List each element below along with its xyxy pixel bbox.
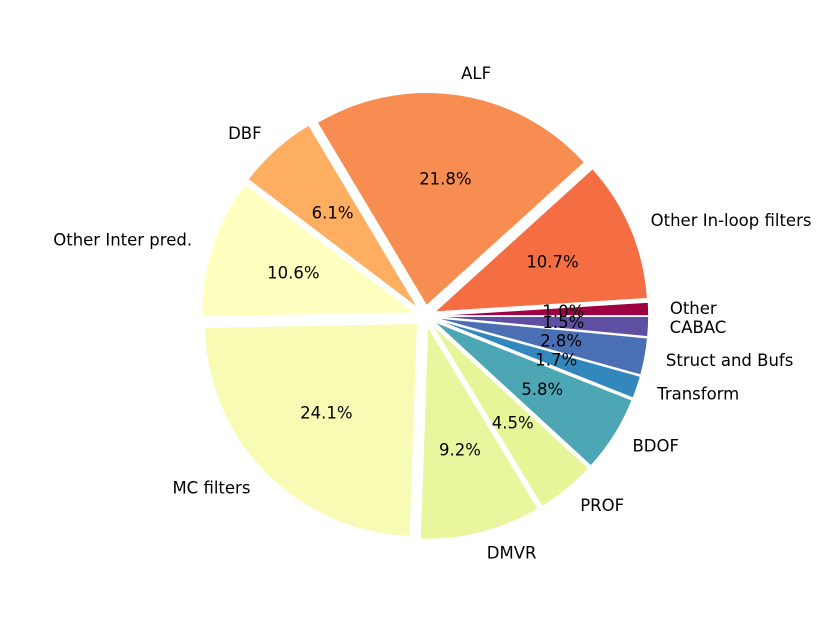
- category-label-struct-and-bufs: Struct and Bufs: [666, 351, 793, 370]
- percent-label-other: 1.0%: [542, 302, 584, 321]
- category-label-prof: PROF: [580, 496, 624, 515]
- percent-label-other-inter-pred: 10.6%: [267, 264, 319, 283]
- pie-slice-prof: [431, 323, 590, 508]
- category-label-transform: Transform: [656, 385, 739, 404]
- pie-slice-mc-filters: [203, 322, 418, 537]
- percent-label-bdof: 5.8%: [521, 380, 563, 399]
- percent-label-alf: 21.8%: [419, 170, 471, 189]
- percent-label-transform: 1.7%: [535, 351, 577, 370]
- category-label-alf: ALF: [461, 64, 491, 83]
- percent-label-struct-and-bufs: 2.8%: [540, 332, 582, 351]
- pie-slice-dmvr: [419, 324, 539, 540]
- pie-slice-other-inter-pred: [201, 183, 417, 318]
- category-label-bdof: BDOF: [632, 437, 679, 456]
- percent-label-other-in-loop-filters: 10.7%: [526, 253, 578, 272]
- category-label-other: Other: [670, 299, 717, 318]
- pie-slice-alf: [316, 91, 586, 307]
- category-labels: Other Other In-loop filters ALF DBF Other In…: [53, 64, 811, 562]
- percent-label-mc-filters: 24.1%: [300, 404, 352, 423]
- category-label-cabac: CABAC: [670, 318, 727, 337]
- percent-label-prof: 4.5%: [492, 414, 534, 433]
- pie-slice-cabac: [435, 316, 650, 338]
- category-label-other-in-loop-filters: Other In-loop filters: [651, 211, 812, 230]
- pie-slice-struct-and-bufs: [435, 317, 649, 376]
- percent-label-cabac: 1.5%: [542, 313, 584, 332]
- pie-slice-bdof: [433, 321, 633, 467]
- pie-slice-other-in-loop-filters: [433, 168, 648, 313]
- percent-labels: 1.0% 10.7% 21.8% 6.1% 10.6% 24.1% 9.2% 4.5% 5.8%…: [267, 170, 584, 460]
- pie-slice-other: [435, 301, 650, 317]
- category-label-other-inter-pred: Other Inter pred.: [53, 231, 192, 250]
- pie-slices: [201, 91, 650, 540]
- pie-slice-dbf: [247, 124, 419, 309]
- category-label-dbf: DBF: [228, 124, 262, 143]
- percent-label-dmvr: 9.2%: [439, 440, 481, 459]
- category-label-dmvr: DMVR: [487, 544, 537, 563]
- category-label-mc-filters: MC filters: [172, 478, 250, 497]
- percent-label-dbf: 6.1%: [312, 203, 354, 222]
- pie-slice-transform: [434, 318, 641, 399]
